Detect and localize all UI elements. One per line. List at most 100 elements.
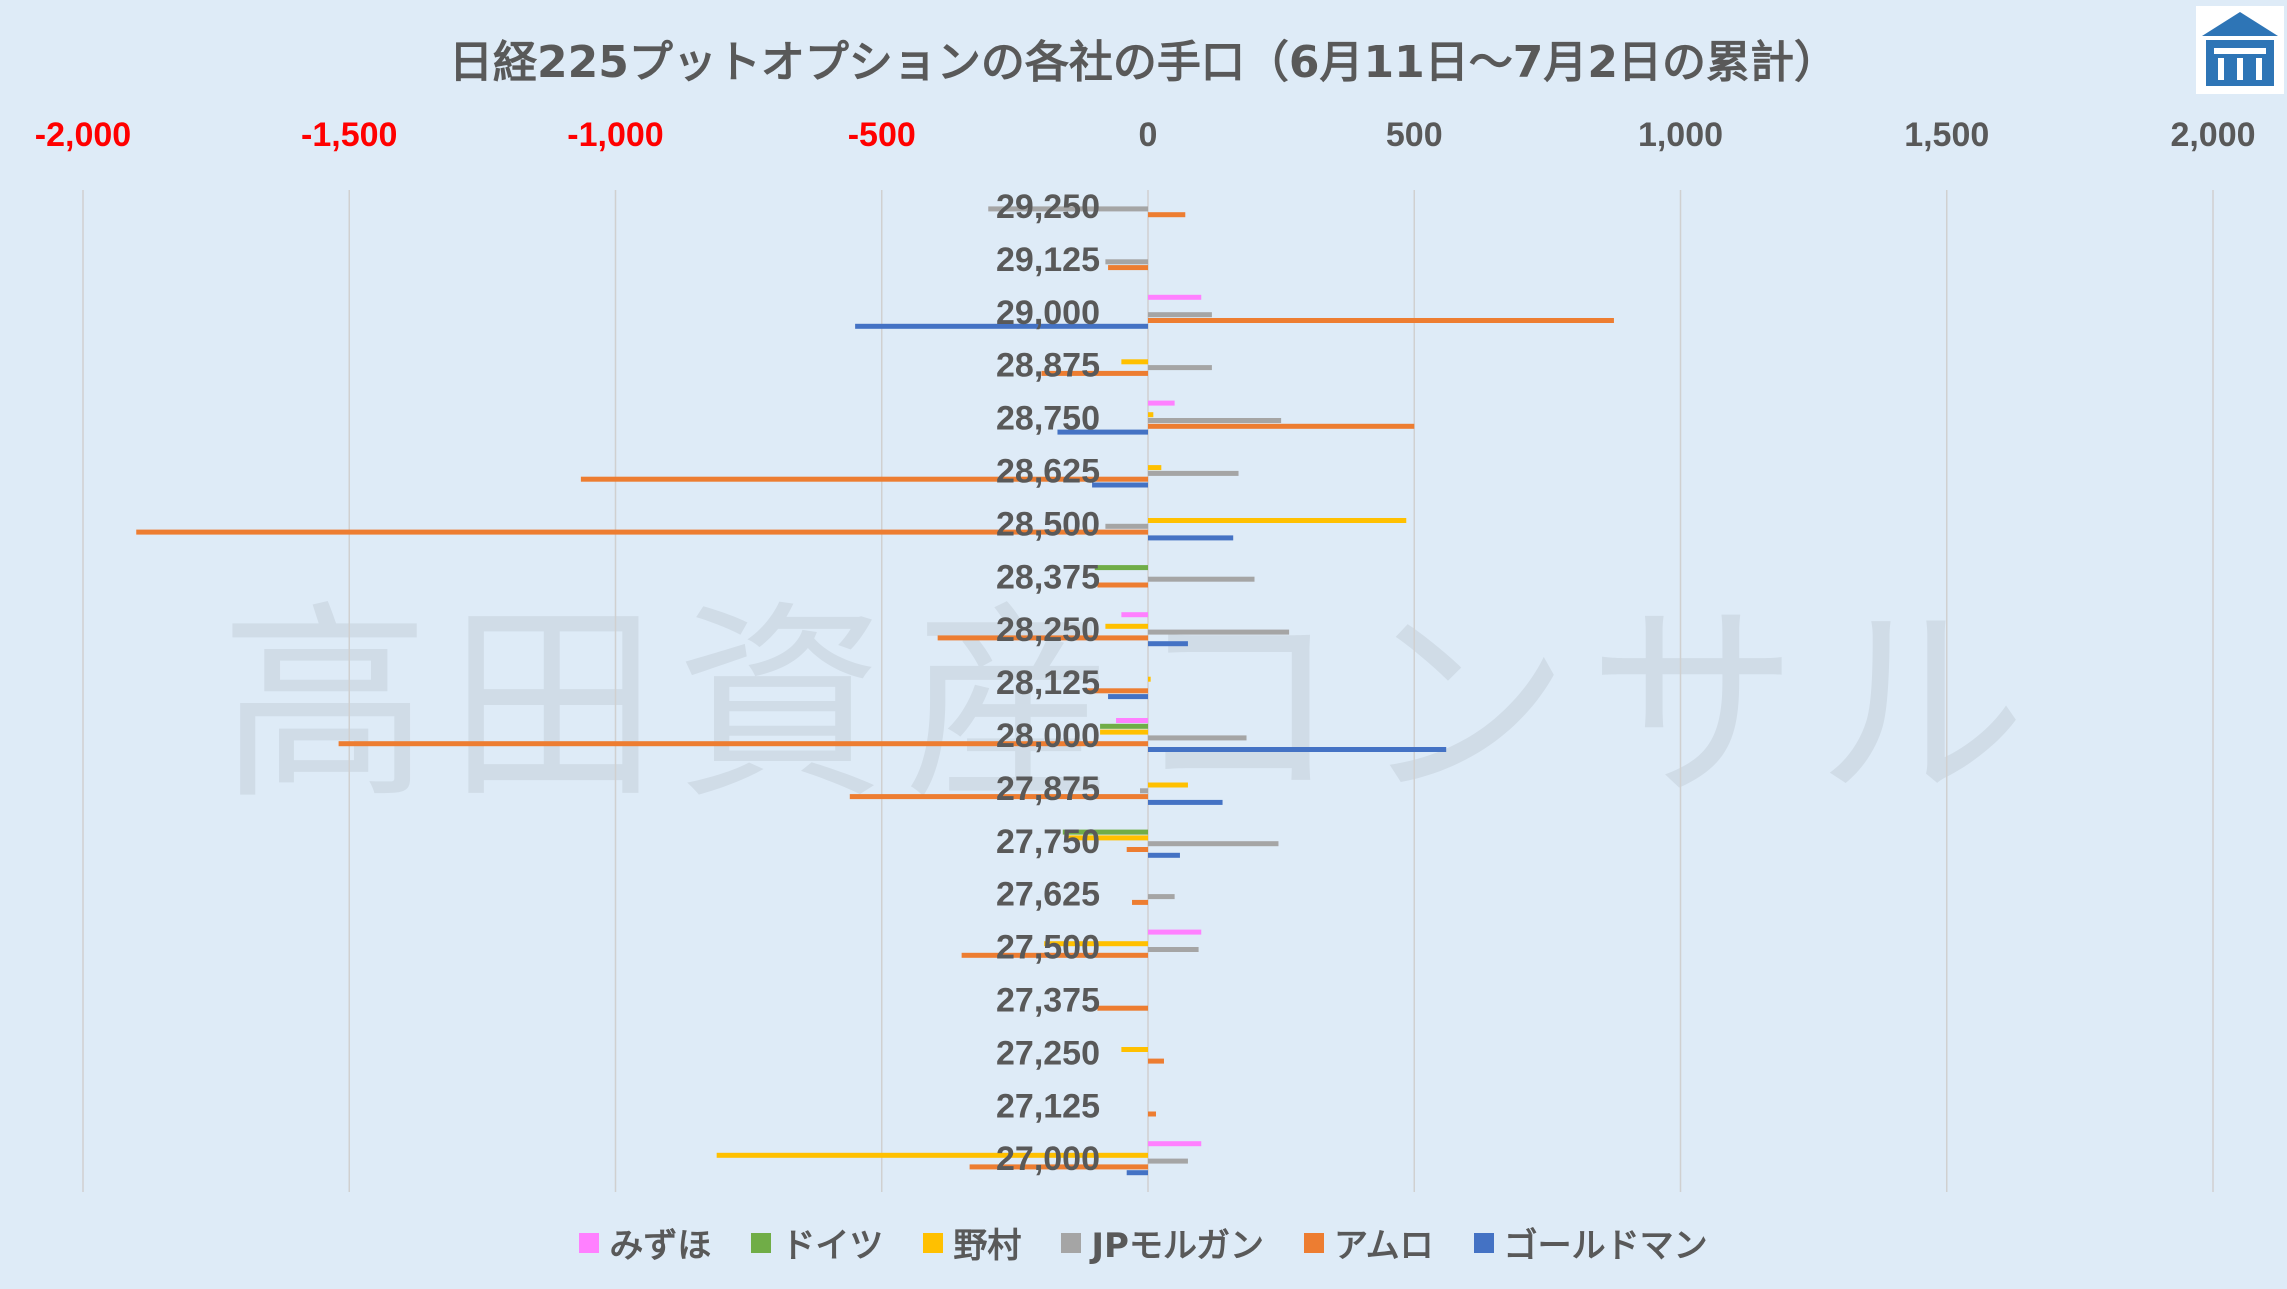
bar — [1121, 1047, 1148, 1052]
legend-label: ゴールドマン — [1503, 1226, 1708, 1266]
category-label: 28,625 — [996, 453, 1100, 491]
bar — [1148, 1141, 1202, 1147]
bar — [136, 529, 1148, 535]
legend-item: JPモルガン — [1061, 1218, 1264, 1267]
category-label: 28,375 — [996, 558, 1100, 596]
bar — [338, 741, 1149, 747]
bar — [1148, 470, 1239, 476]
bar — [1132, 899, 1148, 905]
bar — [1148, 576, 1255, 582]
bars — [136, 206, 1614, 1176]
legend-label: アムロ — [1333, 1226, 1434, 1266]
category-label: 29,250 — [996, 188, 1100, 226]
bar — [1121, 612, 1148, 618]
bar — [1097, 582, 1148, 588]
bar — [1105, 259, 1148, 265]
bar — [1148, 400, 1175, 406]
bar — [1116, 718, 1148, 723]
bar — [716, 1152, 1148, 1158]
bar — [1148, 535, 1234, 541]
bar — [1041, 370, 1148, 376]
bar — [1148, 676, 1151, 682]
bar — [961, 952, 1148, 958]
bar — [1086, 688, 1148, 694]
category-label: 28,875 — [996, 347, 1100, 385]
bar — [1148, 312, 1212, 318]
bar — [1148, 747, 1447, 752]
x-tick-label: 1,500 — [1904, 116, 1989, 154]
bar — [937, 635, 1148, 641]
bar — [1148, 782, 1188, 788]
bar — [1057, 429, 1148, 435]
bar — [1092, 482, 1148, 488]
bar — [1148, 947, 1199, 952]
x-tick-label: -500 — [848, 116, 916, 154]
bar — [1108, 265, 1148, 271]
bar — [1097, 1005, 1148, 1011]
legend-swatch — [1473, 1232, 1494, 1253]
legend-item: ドイツ — [751, 1218, 883, 1267]
legend-swatch — [751, 1232, 772, 1253]
bar — [1148, 465, 1162, 471]
bar — [1148, 799, 1223, 805]
category-label: 28,125 — [996, 664, 1100, 702]
bar — [1148, 1058, 1164, 1064]
legend-label: ドイツ — [781, 1226, 884, 1266]
bar — [1068, 835, 1148, 841]
category-label: 29,000 — [996, 294, 1100, 332]
x-tick-label: -1,500 — [301, 116, 397, 154]
bar — [1126, 1170, 1148, 1176]
category-labels: 29,250 29,125 29,000 28,875 28,750 28,625 28,5… — [996, 188, 1100, 1178]
x-tick-label: 0 — [1139, 116, 1158, 154]
bar — [1100, 729, 1148, 735]
bar — [1148, 1111, 1156, 1117]
category-label: 27,750 — [996, 823, 1100, 861]
chart-title: 日経225プットオプションの各社の手口（6月11日～7月2日の累計） — [449, 37, 1838, 88]
bar — [1044, 941, 1148, 947]
logo-icon — [2196, 6, 2284, 94]
bar — [1105, 523, 1148, 529]
bar — [1148, 365, 1212, 371]
bar — [1105, 623, 1148, 629]
legend-item: ゴールドマン — [1473, 1218, 1708, 1267]
legend-item: 野村 — [923, 1218, 1021, 1267]
category-label: 27,375 — [996, 982, 1100, 1020]
x-tick-label: 500 — [1386, 116, 1443, 154]
category-label: 28,750 — [996, 400, 1100, 438]
x-tick-label: -1,000 — [567, 116, 663, 154]
category-label: 28,000 — [996, 717, 1100, 755]
x-tick-label: 1,000 — [1638, 116, 1723, 154]
bar — [1121, 359, 1148, 365]
category-label: 27,125 — [996, 1087, 1100, 1125]
category-label: 27,625 — [996, 876, 1100, 914]
legend-label: JPモルガン — [1091, 1226, 1264, 1266]
bar — [1148, 894, 1175, 900]
legend-swatch — [1303, 1232, 1324, 1253]
bar — [1148, 641, 1188, 647]
category-label: 28,500 — [996, 505, 1100, 543]
bar — [1148, 212, 1186, 218]
bar — [1148, 318, 1614, 323]
legend-item: みずほ — [579, 1218, 711, 1267]
grid-lines — [82, 190, 2214, 1192]
bar — [1148, 518, 1407, 523]
bar — [1148, 629, 1290, 635]
category-label: 27,000 — [996, 1140, 1100, 1178]
x-tick-label: 2,000 — [2170, 116, 2255, 154]
bar — [1148, 1158, 1188, 1164]
bar — [1148, 841, 1279, 847]
bar — [849, 794, 1148, 800]
legend-label: みずほ — [609, 1226, 712, 1266]
bar — [1140, 788, 1148, 794]
bar — [1100, 723, 1148, 729]
bar — [1148, 294, 1202, 300]
bar — [1148, 418, 1282, 423]
bar — [1148, 735, 1247, 741]
bar — [1148, 852, 1180, 858]
legend-swatch — [923, 1232, 944, 1253]
category-label: 27,250 — [996, 1034, 1100, 1072]
bar — [988, 206, 1148, 212]
x-axis-ticks: -2,000 -1,500 -1,000 -500 0 500 1,000 1,500 2,00… — [35, 116, 2256, 154]
bar — [1094, 565, 1148, 571]
